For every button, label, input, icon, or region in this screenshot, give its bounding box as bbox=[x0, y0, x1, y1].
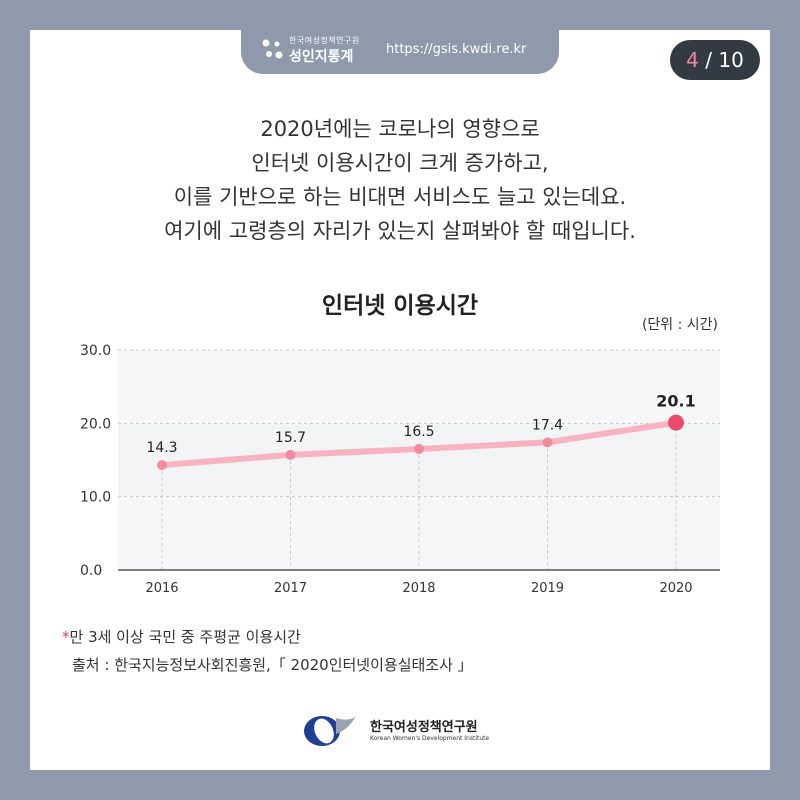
data-label: 14.3 bbox=[146, 440, 177, 456]
data-point bbox=[668, 414, 684, 431]
footnote-text: 만 3세 이상 국민 중 주평균 이용시간 bbox=[69, 628, 301, 646]
chart-unit-label: (단위 : 시간) bbox=[641, 317, 718, 333]
intro-line: 2020년에는 코로나의 영향으로 bbox=[260, 117, 540, 141]
footnote: *만 3세 이상 국민 중 주평균 이용시간 bbox=[62, 626, 301, 647]
intro-line: 이를 기반으로 하는 비대면 서비스도 늘고 있는데요. bbox=[173, 185, 627, 209]
x-tick-label: 2017 bbox=[274, 581, 307, 596]
data-point bbox=[285, 449, 296, 460]
data-point bbox=[542, 437, 553, 448]
y-tick-label: 20.0 bbox=[80, 416, 111, 432]
data-label: 15.7 bbox=[275, 430, 306, 446]
grid-band bbox=[118, 350, 720, 424]
intro-line: 인터넷 이용시간이 크게 증가하고, bbox=[251, 151, 549, 175]
y-tick-label: 30.0 bbox=[80, 343, 111, 359]
logo-name-ko: 한국여성정책연구원 bbox=[370, 720, 478, 735]
header-banner: 한국여성정책연구원 성인지통계 https://gsis.kwdi.re.kr bbox=[241, 30, 559, 74]
brand-dots-icon bbox=[262, 39, 283, 59]
data-point bbox=[157, 460, 167, 471]
y-tick-label: 0.0 bbox=[80, 563, 102, 579]
x-tick-label: 2018 bbox=[402, 581, 435, 596]
y-tick-label: 10.0 bbox=[80, 490, 111, 506]
chart-title: 인터넷 이용시간 bbox=[321, 293, 479, 319]
org-small-name: 한국여성정책연구원 bbox=[289, 36, 360, 45]
footnote-marker: * bbox=[62, 628, 70, 646]
data-label: 20.1 bbox=[656, 392, 695, 411]
intro-line: 여기에 고령층의 자리가 있는지 살펴봐야 할 때입니다. bbox=[164, 219, 636, 243]
x-tick-label: 2019 bbox=[531, 581, 564, 596]
page-indicator: 4 / 10 bbox=[670, 40, 760, 80]
x-tick-label: 2020 bbox=[659, 581, 692, 596]
data-point bbox=[414, 444, 424, 454]
intro-text: 2020년에는 코로나의 영향으로 인터넷 이용시간이 크게 증가하고, 이를 … bbox=[30, 112, 770, 248]
brand-name: 성인지통계 bbox=[289, 49, 354, 65]
data-label: 16.5 bbox=[403, 424, 434, 440]
page-current: 4 bbox=[686, 48, 699, 72]
source-note: 출처 : 한국지능정보사회진흥원,「 2020인터넷이용실태조사 」 bbox=[72, 656, 473, 674]
site-url[interactable]: https://gsis.kwdi.re.kr bbox=[386, 42, 527, 57]
page-total: 10 bbox=[718, 48, 744, 72]
logo-name-en: Korean Women's Development Institute bbox=[370, 735, 490, 742]
page-separator: / bbox=[698, 48, 719, 72]
kwdi-logo-icon bbox=[304, 716, 356, 746]
kwdi-logo: 한국여성정책연구원 Korean Women's Development Ins… bbox=[300, 710, 520, 750]
data-label: 17.4 bbox=[532, 417, 563, 433]
x-tick-label: 2016 bbox=[145, 581, 178, 596]
